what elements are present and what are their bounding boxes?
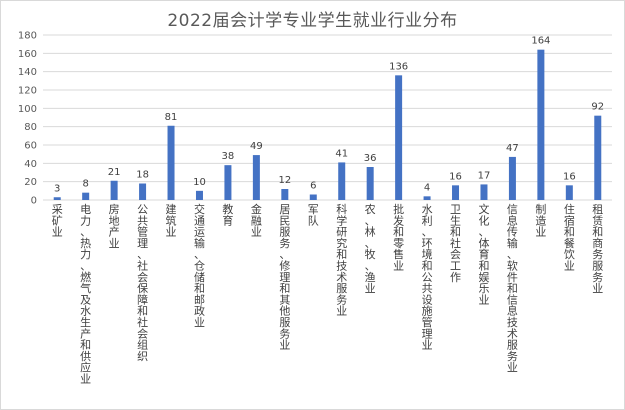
data-label: 17 [478,170,491,181]
x-category-label: 军队 [308,203,319,227]
y-tick-label: 40 [24,159,37,170]
data-label: 47 [506,143,519,154]
x-category-label: 居民服务、修理和其他服务业 [279,203,290,352]
bar [395,75,403,200]
bar [423,196,431,200]
bar [224,165,232,200]
data-label: 16 [563,171,576,182]
data-label: 16 [449,171,462,182]
x-category-label: 租赁和商务服务业 [592,203,603,295]
data-label: 164 [531,36,550,47]
y-axis-ticks: 0 20 40 60 80 100 120 140 160 180 [18,31,37,207]
x-category-label: 金融业 [251,202,262,239]
bar [565,185,573,200]
x-category-label: 农、林、牧、渔业 [365,202,376,295]
bar [508,156,516,200]
bar [537,49,545,200]
chart-title: 2022届会计学专业学生就业行业分布 [167,11,458,31]
bars [53,49,602,200]
bar [110,180,118,200]
data-label: 38 [222,151,235,162]
data-label: 6 [310,181,316,192]
x-axis-categories: 采矿业 电力、热力、燃气及水生产和供应业 房地产业 公共管理、社会保障和社会组织 建筑业… [52,202,604,386]
bar [338,162,346,200]
data-label: 49 [250,141,263,152]
x-category-label: 水利、环境和公共设施管理业 [422,203,433,352]
data-label: 36 [364,153,377,164]
bar [139,183,147,200]
bar [195,190,203,200]
y-tick-label: 160 [18,49,37,60]
data-label: 92 [591,102,604,113]
x-category-label: 卫生和社会工作 [450,203,461,284]
bar [309,194,317,200]
x-category-label: 住宿和餐饮业 [564,202,575,273]
x-category-label: 科学研究和技术服务业 [336,202,347,318]
y-tick-label: 100 [18,104,37,115]
x-category-label: 交通运输、仓储和邮政业 [194,202,205,329]
data-label: 10 [193,177,206,188]
x-category-label: 建筑业 [166,202,177,239]
bar [452,185,460,200]
bar [594,115,602,200]
y-tick-label: 120 [18,86,37,97]
gridlines [43,34,612,201]
x-category-label: 文化、体育和娱乐业 [478,202,489,306]
bar [366,167,374,200]
data-label: 81 [165,112,178,123]
x-category-label: 信息传输、软件和信息技术服务业 [507,203,518,374]
x-category-label: 批发和零售业 [393,202,404,273]
y-tick-label: 0 [31,196,37,207]
x-category-label: 制造业 [535,203,546,239]
data-label: 136 [389,61,408,72]
y-tick-label: 80 [24,122,37,133]
bar [167,125,175,200]
data-label: 21 [108,167,121,178]
bar [252,155,260,200]
bar [281,189,289,200]
y-tick-label: 140 [18,67,37,78]
y-tick-label: 180 [18,31,37,42]
data-label: 12 [278,175,291,186]
bar [82,192,90,200]
x-category-label: 公共管理、社会保障和社会组织 [137,203,148,363]
x-category-label: 房地产业 [109,203,120,250]
data-label: 18 [136,170,149,181]
bar [480,184,488,200]
x-category-label: 教育 [222,203,233,227]
x-category-label: 采矿业 [52,203,63,239]
x-category-label: 电力、热力、燃气及水生产和供应业 [80,203,91,386]
y-tick-label: 60 [24,141,37,152]
data-label: 4 [424,182,430,193]
data-label: 8 [82,179,88,190]
y-tick-label: 20 [24,177,37,188]
data-label: 41 [335,148,348,159]
data-label: 3 [54,183,60,194]
bar [53,197,61,200]
